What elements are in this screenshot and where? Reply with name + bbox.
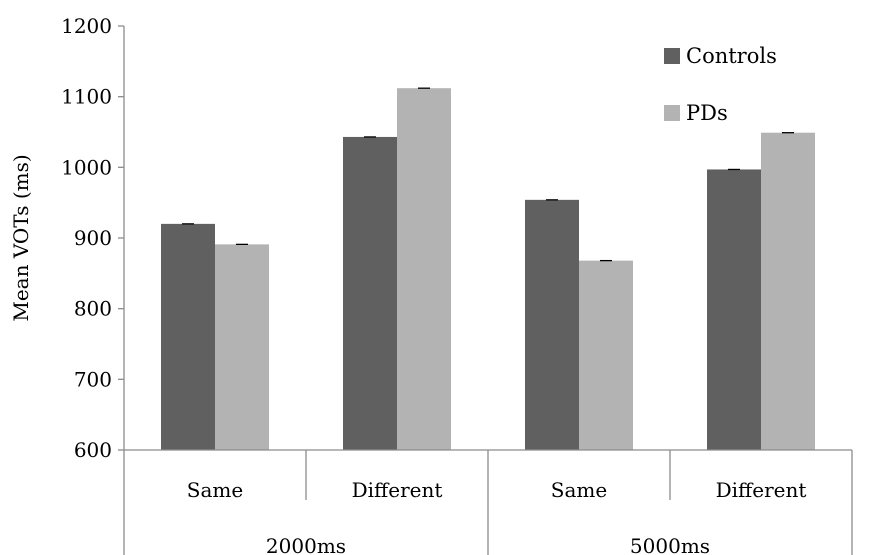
y-tick-label: 1000 [61, 155, 112, 179]
bars [161, 87, 815, 451]
bar [161, 223, 215, 450]
bar [525, 199, 579, 450]
x-category-label: Different [352, 478, 443, 502]
y-tick-label: 700 [74, 367, 112, 391]
bar [761, 132, 815, 450]
legend-label: PDs [686, 101, 728, 125]
bar [343, 136, 397, 451]
x-group-label: 5000ms [630, 534, 710, 555]
legend: Controls PDs [664, 44, 777, 125]
bar [707, 169, 761, 450]
y-tick-label: 1100 [61, 85, 112, 109]
bar [397, 88, 451, 450]
x-category-label: Different [716, 478, 807, 502]
x-axis: Same Different Same Different 2000ms 5000ms [124, 449, 853, 555]
legend-swatch [664, 48, 680, 64]
legend-swatch [664, 105, 680, 121]
y-tick-label: 900 [74, 226, 112, 250]
y-axis-title: Mean VOTs (ms) [9, 154, 33, 321]
bar [579, 260, 633, 450]
y-tick-label: 600 [74, 438, 112, 462]
y-tick-label: 800 [74, 297, 112, 321]
legend-label: Controls [686, 44, 777, 68]
bar [215, 244, 269, 450]
x-category-label: Same [187, 478, 243, 502]
y-axis: 600 700 800 900 1000 1100 1200 [61, 14, 125, 555]
y-tick-label: 1200 [61, 14, 112, 38]
x-group-label: 2000ms [266, 534, 346, 555]
x-category-label: Same [551, 478, 607, 502]
